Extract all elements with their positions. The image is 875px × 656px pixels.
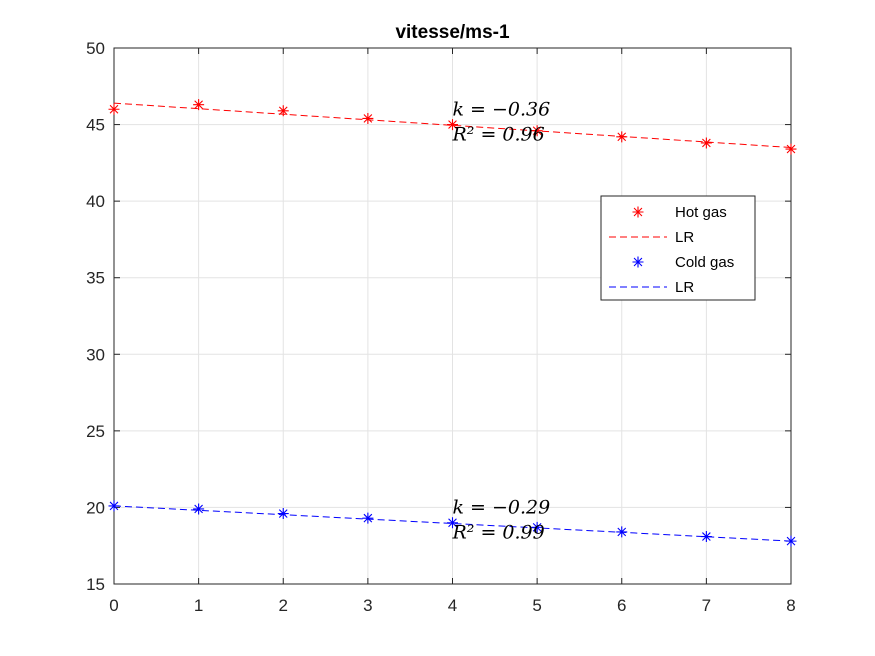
series <box>108 99 797 547</box>
data-point <box>447 517 458 529</box>
x-tick-label: 4 <box>448 596 457 615</box>
legend-label: LR <box>675 279 694 296</box>
y-tick-label: 45 <box>86 116 105 135</box>
data-point <box>108 500 120 512</box>
regression-line <box>113 505 792 542</box>
data-point <box>193 99 205 111</box>
y-tick-label: 15 <box>86 575 105 594</box>
data-point <box>193 503 205 515</box>
legend-label: Hot gas <box>675 204 727 221</box>
chart-title: vitesse/ms-1 <box>395 22 510 43</box>
x-axis-tick-labels: 0 1 2 3 4 5 6 7 8 <box>109 596 795 615</box>
annotation-r-squared: R² = 0.99 <box>452 522 545 544</box>
asterisk-stroke <box>531 521 543 533</box>
asterisk-stroke <box>700 531 712 543</box>
asterisk-stroke <box>193 503 205 515</box>
x-tick-label: 3 <box>363 596 372 615</box>
x-tick-label: 6 <box>617 596 626 615</box>
data-point <box>108 103 120 115</box>
series-3 <box>113 505 792 542</box>
y-tick-label: 25 <box>86 422 105 441</box>
axis-ticks <box>113 47 792 585</box>
y-axis-tick-labels: 15 20 25 30 35 40 45 50 <box>86 39 105 594</box>
asterisk-stroke <box>362 112 374 124</box>
legend-entry: Cold gas <box>632 254 734 271</box>
data-point <box>362 112 374 124</box>
legend-label: Cold gas <box>675 254 734 271</box>
x-tick-label: 8 <box>786 596 795 615</box>
data-point <box>531 521 543 533</box>
asterisk-stroke <box>108 103 120 115</box>
x-tick-label: 1 <box>194 596 203 615</box>
asterisk-stroke <box>632 256 644 268</box>
asterisk-stroke <box>632 206 644 218</box>
data-point <box>700 531 712 543</box>
asterisk-stroke <box>447 119 458 131</box>
annotation-slope: k = −0.36 <box>453 99 551 121</box>
legend-label: LR <box>675 229 694 246</box>
y-tick-label: 40 <box>86 192 105 211</box>
x-tick-label: 7 <box>702 596 711 615</box>
legend: Hot gas LR Cold gas LR <box>600 195 756 301</box>
data-point <box>277 105 289 117</box>
data-point <box>277 508 289 520</box>
legend-entry: Hot gas <box>632 204 727 221</box>
data-point <box>362 512 374 524</box>
regression-line <box>113 102 792 149</box>
data-point <box>700 137 712 149</box>
asterisk-stroke <box>700 137 712 149</box>
y-tick-label: 20 <box>86 498 105 517</box>
x-tick-label: 2 <box>279 596 288 615</box>
legend-box <box>600 195 756 301</box>
x-tick-label: 5 <box>532 596 541 615</box>
series-1 <box>113 102 792 149</box>
asterisk-stroke <box>193 99 205 111</box>
asterisk-stroke <box>108 500 120 512</box>
legend-entry: LR <box>609 229 694 246</box>
legend-marker-swatch <box>632 206 644 218</box>
annotation-slope: k = −0.29 <box>453 497 551 519</box>
asterisk-stroke <box>362 512 374 524</box>
legend-entry: LR <box>609 279 694 296</box>
annotations: k = −0.36 R² = 0.96 k = −0.29 R² = 0.99 <box>452 99 551 544</box>
asterisk-stroke <box>277 105 289 117</box>
asterisk-stroke <box>785 143 797 155</box>
data-point <box>447 119 458 131</box>
asterisk-stroke <box>277 508 289 520</box>
y-tick-label: 50 <box>86 39 105 58</box>
annotation-r-squared: R² = 0.96 <box>452 124 545 146</box>
y-tick-label: 35 <box>86 269 105 288</box>
asterisk-stroke <box>447 517 458 529</box>
data-point <box>785 143 797 155</box>
x-tick-label: 0 <box>109 596 118 615</box>
y-tick-label: 30 <box>86 345 105 364</box>
legend-marker-swatch <box>632 256 644 268</box>
